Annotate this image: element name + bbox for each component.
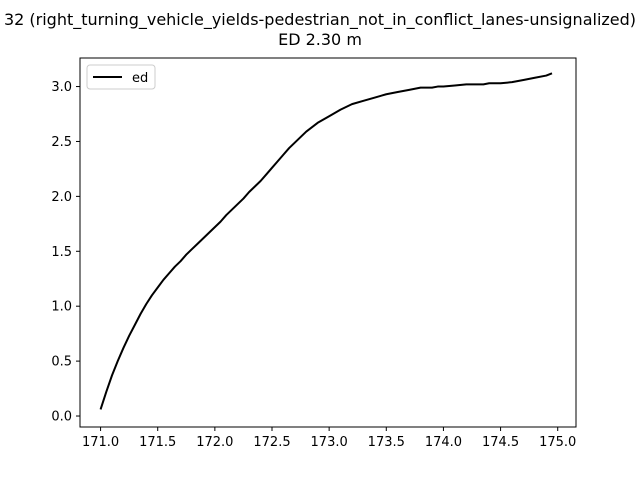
axes-frame xyxy=(79,57,577,428)
x-tick-label: 174.0 xyxy=(425,435,462,450)
y-tick-label: 1.0 xyxy=(51,300,72,315)
y-tick-label: 3.0 xyxy=(51,80,72,95)
legend: ed xyxy=(86,64,156,90)
x-tick-label: 173.0 xyxy=(311,435,348,450)
x-tick-label: 173.5 xyxy=(368,435,405,450)
x-tick-label: 172.5 xyxy=(253,435,290,450)
x-tick-label: 175.0 xyxy=(539,435,576,450)
x-axis: 171.0 171.5 172.0 172.5 173.0 173.5 174.0 174.5… xyxy=(82,427,576,450)
series-layer xyxy=(99,72,553,410)
legend-series-label: ed xyxy=(132,71,148,86)
x-tick-label: 172.0 xyxy=(196,435,233,450)
chart-title-line-1: 32 (right_turning_vehicle_yields-pedestr… xyxy=(4,10,636,30)
y-tick-label: 2.0 xyxy=(51,190,72,205)
y-axis: 0.0 0.5 1.0 1.5 2.0 2.5 3.0 xyxy=(51,80,80,425)
y-tick-label: 0.0 xyxy=(51,410,72,425)
x-tick-label: 174.5 xyxy=(482,435,519,450)
series-line-ed xyxy=(99,72,553,410)
y-tick-label: 0.5 xyxy=(51,355,72,370)
plot-area xyxy=(80,58,576,427)
chart-title-line-2: ED 2.30 m xyxy=(278,30,362,49)
y-tick-label: 2.5 xyxy=(51,135,72,150)
y-tick-label: 1.5 xyxy=(51,245,72,260)
x-tick-label: 171.5 xyxy=(139,435,176,450)
x-tick-label: 171.0 xyxy=(82,435,119,450)
